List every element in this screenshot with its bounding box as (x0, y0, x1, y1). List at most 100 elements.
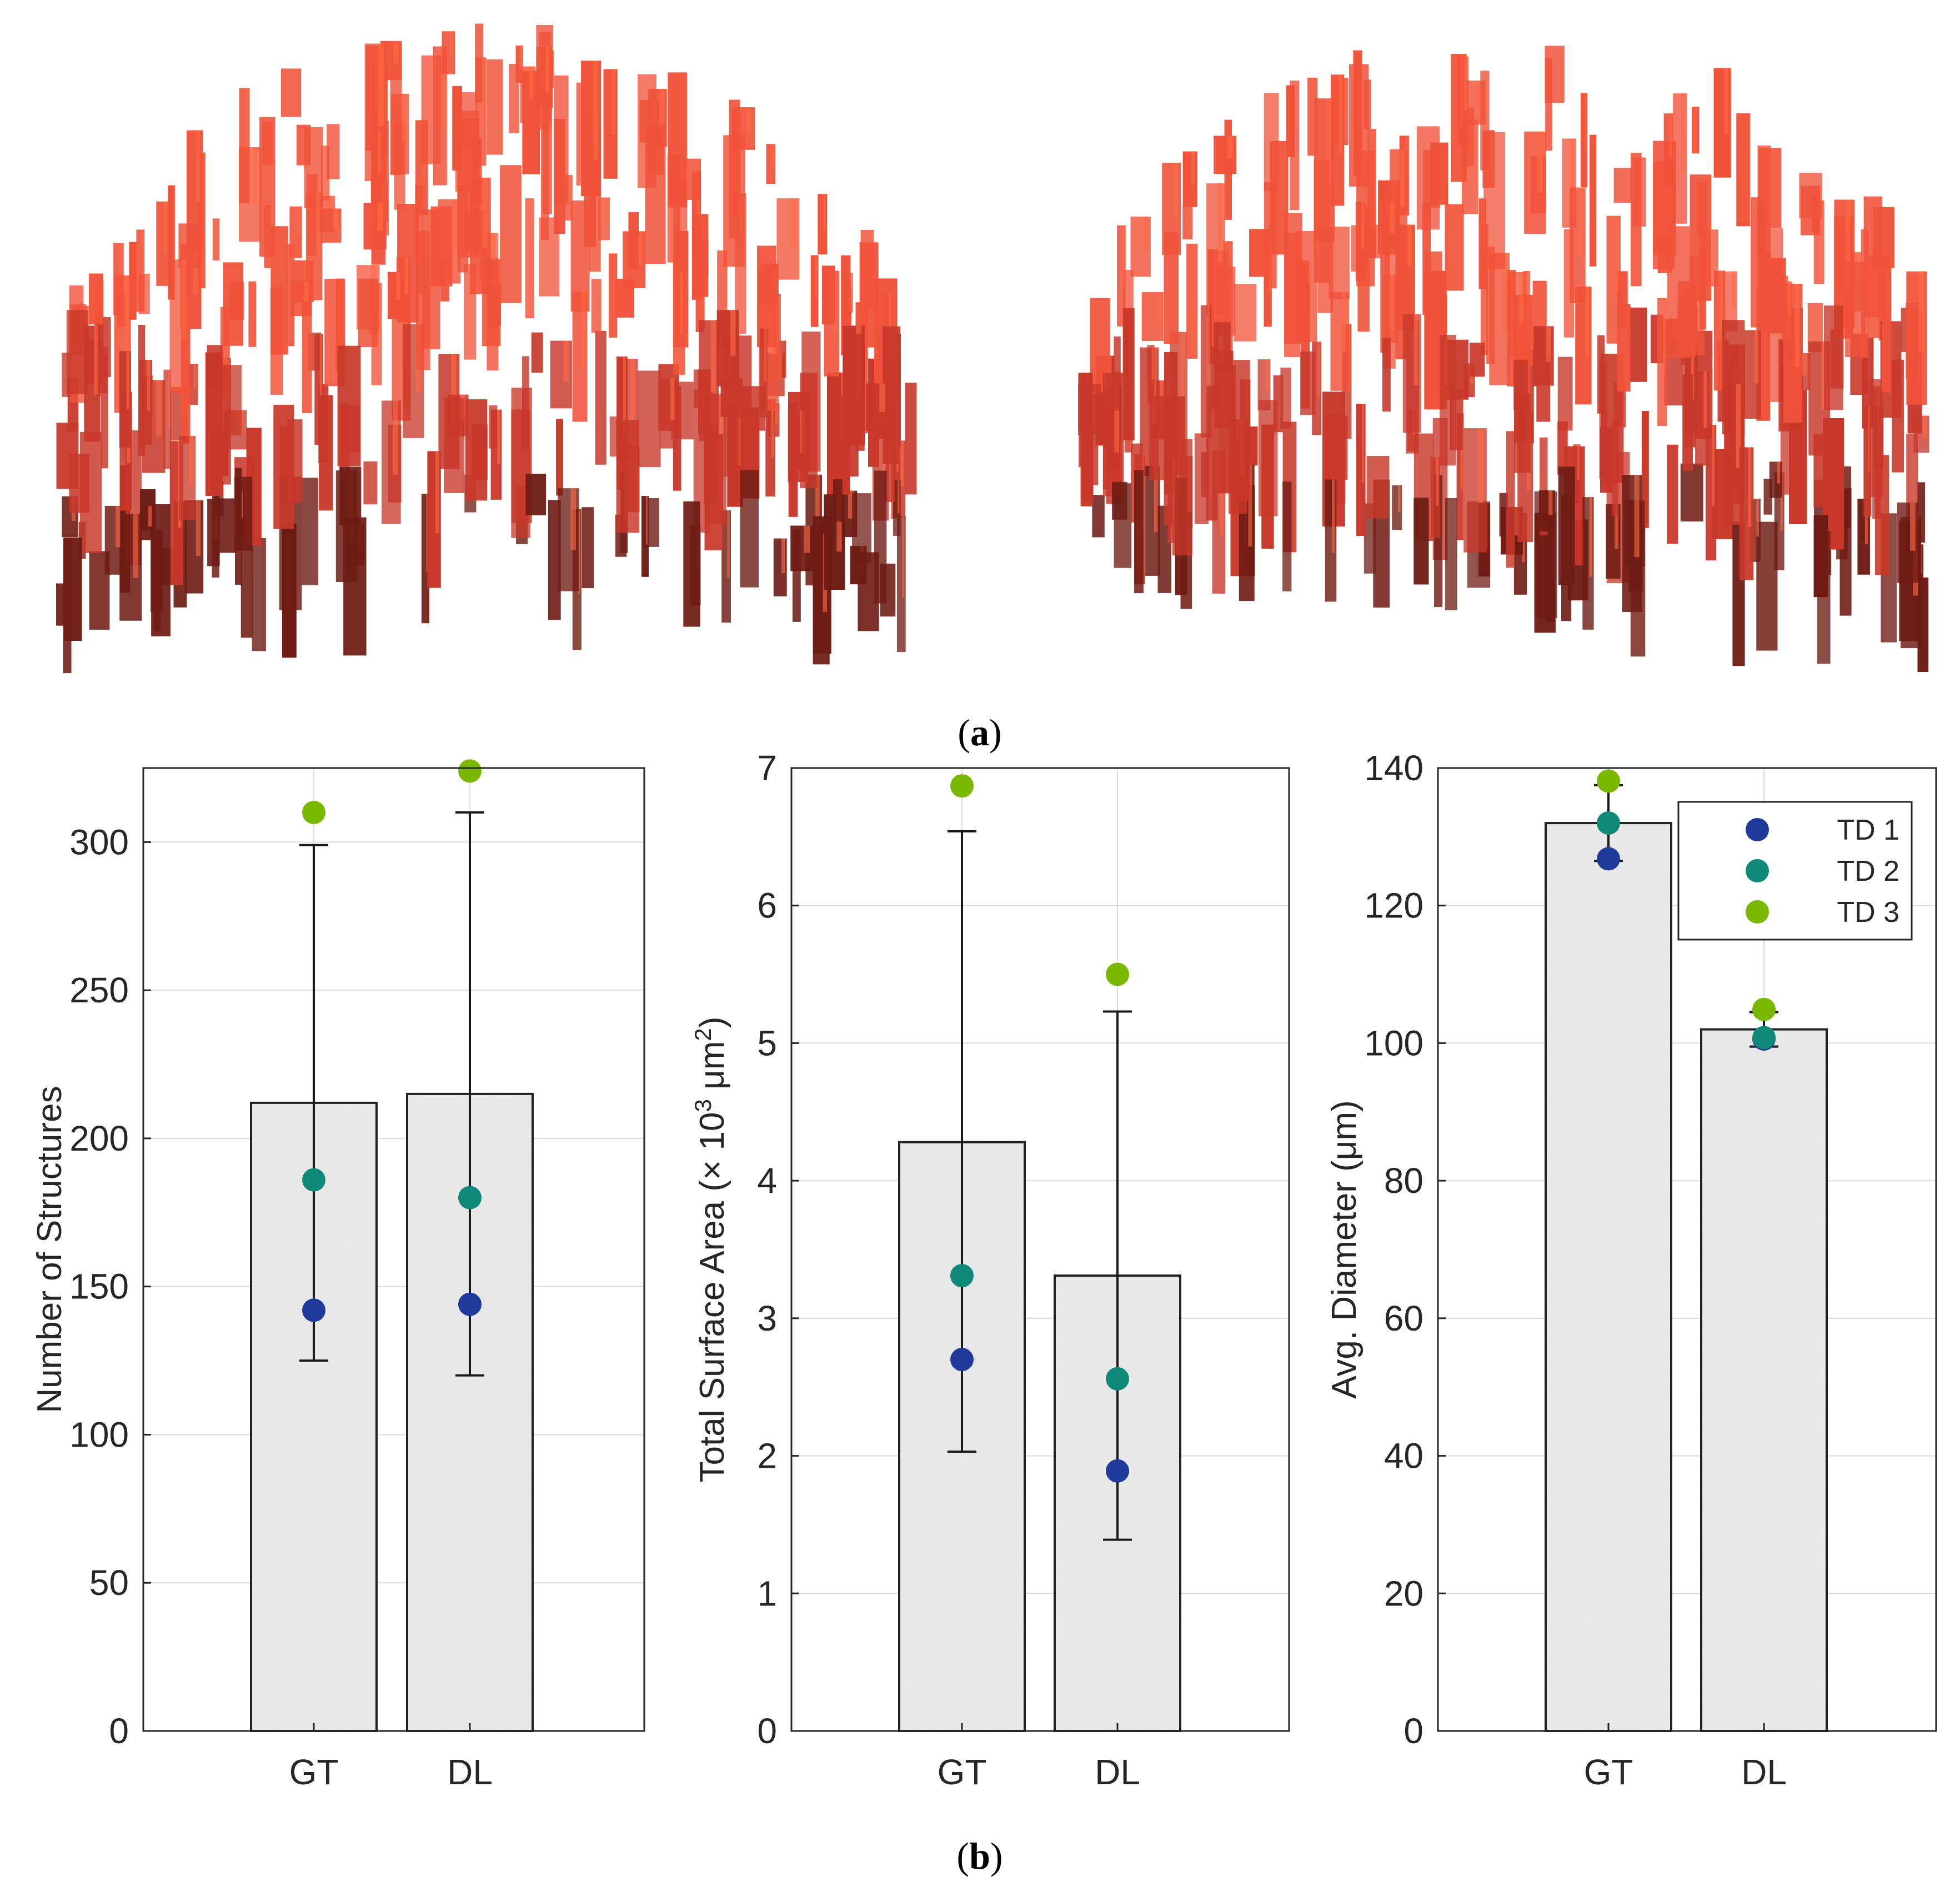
structure-highlight (1712, 425, 1715, 506)
structure-column (667, 155, 680, 263)
structure-column (66, 310, 88, 394)
y-axis-label: Avg. Diameter (μm) (1325, 1100, 1364, 1399)
structure-render-right (1078, 46, 1929, 672)
structure-highlight (1777, 461, 1781, 484)
structure-highlight (1390, 201, 1396, 233)
structure-highlight (1577, 444, 1580, 480)
structure-column (536, 47, 552, 123)
structure-highlight (593, 61, 598, 142)
structure-highlight (1571, 138, 1575, 192)
structure-column (1445, 498, 1457, 610)
structure-column (628, 212, 639, 270)
structure-column (583, 129, 600, 180)
structure-column (1557, 421, 1568, 475)
structure-column (444, 398, 465, 493)
structure-highlight (623, 357, 626, 436)
structure-highlight (449, 31, 453, 57)
structure-highlight (1537, 131, 1543, 193)
structure-highlight (1519, 272, 1524, 323)
structure-highlight (1585, 287, 1590, 358)
structure-column (259, 117, 275, 257)
structure-column (673, 272, 685, 375)
point-td2-gt (1597, 811, 1620, 835)
structure-column (151, 504, 171, 636)
structure-highlight (1589, 497, 1592, 577)
panel-label-b: (b) (956, 1835, 1002, 1877)
structure-highlight (1923, 415, 1927, 438)
structure-column (1382, 338, 1391, 411)
structure-column (343, 517, 367, 656)
structure-column (1445, 204, 1464, 291)
structure-highlight (1548, 490, 1553, 515)
legend: TD 1 TD 2 TD 3 (1677, 801, 1913, 941)
structure-highlight (1390, 274, 1394, 331)
structure-highlight (815, 474, 820, 541)
structure-highlight (581, 291, 585, 370)
structure-column (1630, 153, 1642, 287)
structure-highlight (315, 193, 320, 258)
structure-highlight (823, 194, 826, 230)
structure-highlight (168, 369, 171, 429)
structure-highlight (124, 275, 129, 358)
y-tick-label: 120 (1364, 886, 1423, 926)
structure-column (487, 59, 503, 155)
point-td2-gt (302, 1168, 325, 1192)
structure-column (564, 175, 573, 220)
structure-column (421, 55, 442, 164)
y-tick-label: 20 (1384, 1573, 1423, 1613)
structure-column (1682, 374, 1693, 471)
structure-highlight (570, 488, 576, 550)
structure-highlight (1731, 271, 1736, 308)
y-axis-label: Total Surface Area (× 103 μm2) (690, 1017, 732, 1483)
structure-column (1149, 396, 1171, 480)
structure-highlight (482, 177, 488, 248)
structure-column (1824, 305, 1843, 410)
y-axis-label: Number of Structures (31, 1086, 69, 1413)
point-td2-gt (950, 1264, 974, 1288)
structure-highlight (804, 525, 810, 553)
structure-column (609, 253, 617, 338)
structure-highlight (659, 89, 664, 124)
structure-column (452, 86, 462, 170)
structure-column (1782, 281, 1792, 342)
structure-highlight (1788, 281, 1791, 318)
structure-highlight (1151, 345, 1154, 380)
structure-highlight (297, 206, 300, 238)
y-tick-label: 250 (69, 970, 129, 1010)
structure-column (1600, 427, 1613, 493)
structure-column (207, 345, 223, 389)
structure-highlight (333, 208, 338, 229)
structure-column (1172, 439, 1192, 556)
structure-column (104, 505, 123, 575)
structure-column (363, 461, 378, 505)
y-tick-label: 50 (89, 1563, 129, 1603)
chart-number-of-structures: 0 50 100 150 200 250 300 GT DL Number of Structur… (31, 759, 645, 1792)
point-td1-gt (950, 1348, 974, 1372)
structure-highlight (116, 505, 121, 548)
structure-highlight (898, 480, 900, 514)
structure-highlight (836, 494, 842, 552)
structure-highlight (119, 243, 122, 287)
structure-highlight (1436, 456, 1439, 506)
legend-label: TD 1 (1837, 814, 1899, 846)
structure-highlight (1154, 465, 1158, 532)
structure-highlight (1802, 353, 1807, 375)
structure-column (1430, 142, 1448, 205)
point-td2-dl (458, 1186, 482, 1209)
legend-marker-td2 (1746, 859, 1769, 882)
structure-column (1469, 343, 1485, 377)
y-axis-label-part: ) (693, 1017, 731, 1028)
structure-column (358, 278, 378, 347)
structure-highlight (774, 403, 778, 424)
y-tick-label: 1 (757, 1573, 777, 1613)
structure-highlight (252, 147, 258, 204)
structure-highlight (1361, 202, 1364, 250)
structure-column (1194, 433, 1209, 524)
structure-highlight (396, 272, 400, 300)
structure-highlight (727, 510, 730, 578)
structure-highlight (196, 130, 200, 202)
point-td1-dl (458, 1292, 482, 1316)
structure-highlight (497, 409, 500, 464)
plot-area (791, 768, 1289, 1731)
structure-highlight (1910, 502, 1916, 551)
